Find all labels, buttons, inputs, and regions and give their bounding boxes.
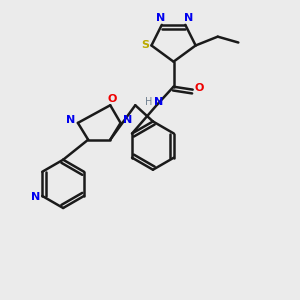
Text: N: N	[123, 115, 133, 125]
Text: S: S	[141, 40, 149, 50]
Text: N: N	[154, 97, 164, 107]
Text: N: N	[66, 115, 75, 125]
Text: N: N	[184, 14, 193, 23]
Text: N: N	[31, 192, 40, 203]
Text: O: O	[194, 83, 204, 93]
Text: O: O	[107, 94, 116, 104]
Text: H: H	[146, 97, 153, 107]
Text: N: N	[156, 14, 165, 23]
